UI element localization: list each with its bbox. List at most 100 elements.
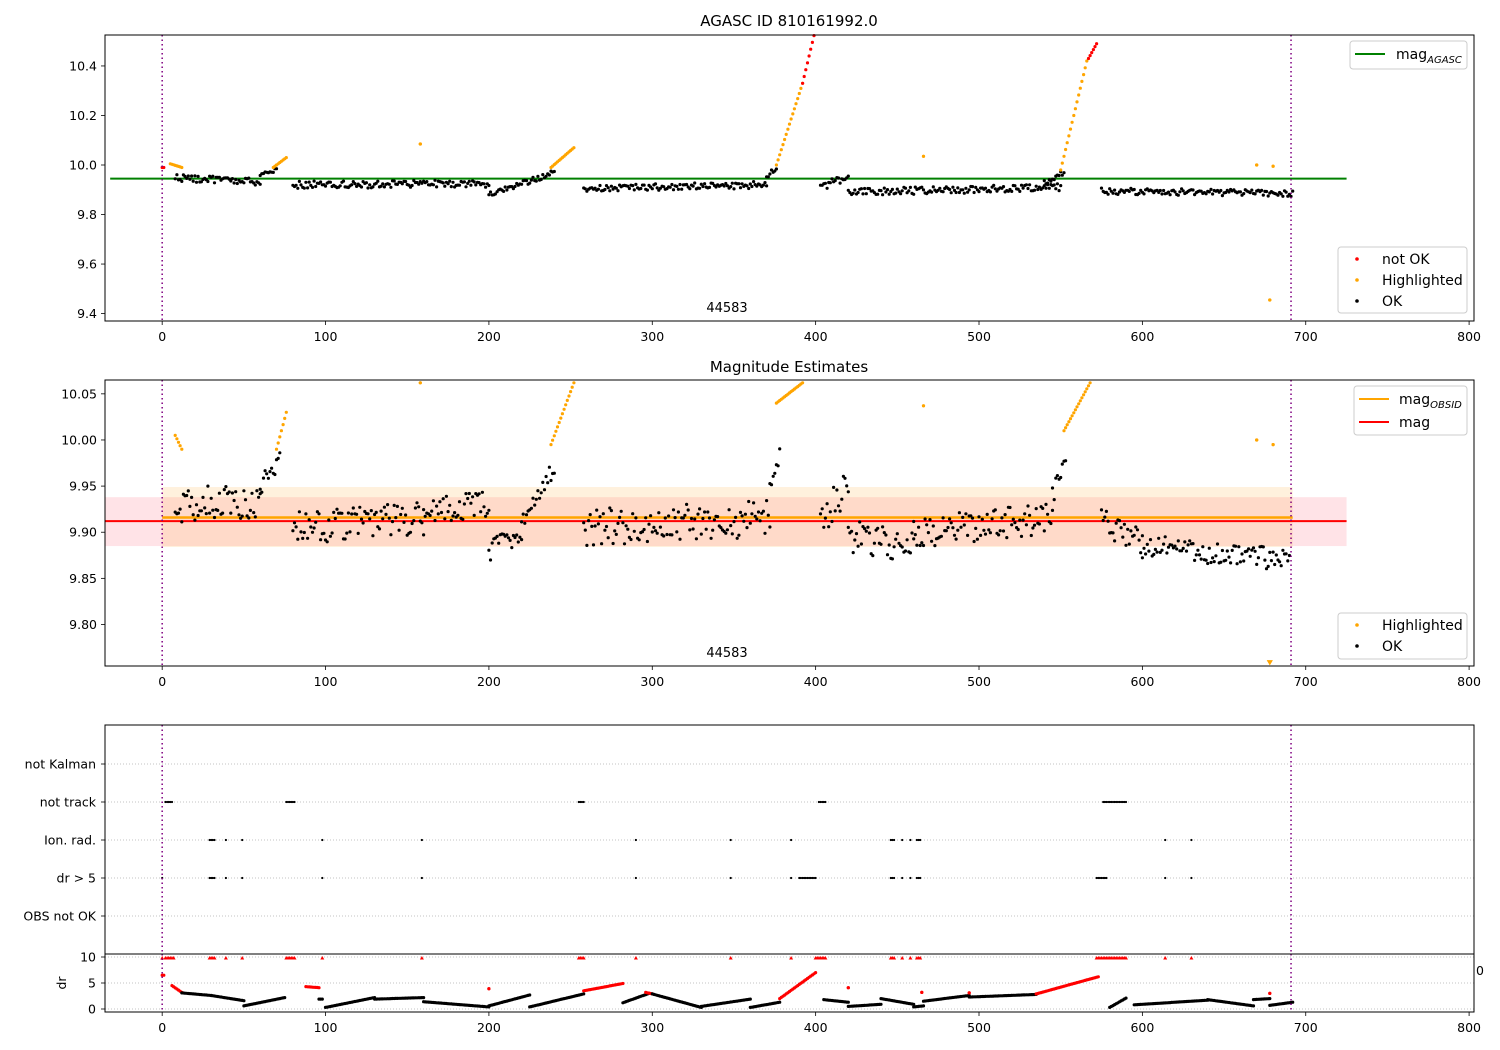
legend-point-label: not OK: [1382, 252, 1430, 268]
ok-point: [502, 189, 506, 193]
ok-point: [655, 186, 659, 190]
ok-point: [626, 184, 630, 188]
flag-point: [812, 876, 816, 880]
ok-point: [694, 537, 699, 541]
highlighted-point: [1068, 417, 1073, 421]
ok-point: [752, 180, 756, 184]
ok-point: [632, 529, 636, 533]
ok-point: [1121, 535, 1125, 539]
x-tick-label: 600: [1130, 674, 1154, 689]
ok-point: [422, 508, 426, 512]
ok-point: [488, 190, 493, 194]
ok-point: [828, 181, 832, 185]
clipped-dr-marker: [823, 956, 828, 960]
ok-point: [539, 177, 543, 182]
ok-point: [1180, 549, 1184, 553]
ok-point: [374, 510, 378, 514]
ok-point: [204, 511, 208, 516]
ok-point: [670, 182, 674, 187]
flag-point: [634, 876, 638, 880]
ok-point: [606, 536, 610, 540]
ok-point: [348, 530, 352, 534]
ok-point: [879, 189, 883, 193]
ok-point: [951, 526, 955, 530]
ok-point: [490, 541, 494, 545]
ok-point: [903, 549, 908, 553]
ok-point: [1139, 551, 1143, 555]
ok-point: [547, 173, 552, 177]
ok-point: [386, 503, 390, 507]
ok-point: [859, 542, 864, 546]
ok-point: [678, 182, 682, 187]
highlighted-point: [1083, 66, 1087, 70]
ok-point: [1160, 192, 1164, 196]
ok-point: [931, 524, 935, 528]
flag-point: [893, 876, 896, 880]
ok-point: [212, 181, 217, 185]
highlighted-point: [180, 447, 184, 451]
ok-point: [663, 516, 667, 520]
ok-point: [689, 516, 694, 521]
ok-point: [1024, 523, 1028, 527]
ok-point: [547, 465, 552, 469]
legend-point-label: Highlighted: [1382, 618, 1463, 634]
ok-point: [706, 510, 710, 514]
flag-point: [211, 876, 214, 880]
ok-point: [683, 513, 687, 517]
ok-point: [1268, 997, 1272, 1001]
ok-point: [972, 539, 976, 544]
ok-point: [404, 179, 408, 184]
ok-point: [1227, 555, 1231, 559]
ok-point: [552, 471, 556, 475]
ok-point: [693, 181, 697, 185]
ok-point: [1201, 545, 1205, 549]
highlighted-point: [178, 444, 182, 448]
flag-point: [729, 876, 732, 880]
highlighted-point: [789, 117, 793, 121]
ok-point: [621, 521, 625, 525]
ok-point: [1233, 544, 1238, 548]
ok-point: [438, 500, 442, 504]
ok-point: [1237, 545, 1241, 549]
flag-point: [286, 800, 290, 804]
ok-point: [368, 183, 372, 187]
ok-point: [882, 531, 886, 535]
ok-point: [297, 510, 301, 514]
highlighted-point: [176, 440, 181, 444]
panel2-annotation: 44583: [706, 646, 747, 661]
ok-point: [474, 183, 478, 187]
ok-point: [701, 184, 705, 189]
ok-point: [912, 1002, 916, 1006]
ok-point: [1193, 558, 1197, 563]
ok-point: [520, 182, 524, 186]
ok-point: [186, 489, 190, 493]
highlighted-point: [1070, 414, 1074, 418]
ok-point: [632, 188, 636, 192]
ok-point: [199, 509, 203, 513]
ok-point: [662, 534, 666, 538]
flag-point: [1111, 800, 1115, 804]
ok-point: [885, 188, 890, 192]
ok-point: [417, 505, 421, 509]
ok-point: [1279, 564, 1283, 568]
ok-point: [908, 185, 913, 189]
flag-point: [915, 838, 919, 842]
ok-point: [740, 514, 744, 518]
ok-point: [270, 466, 274, 470]
ok-point: [376, 179, 380, 183]
ok-point: [531, 496, 535, 500]
ok-point: [1052, 183, 1056, 187]
highlighted-point: [565, 398, 569, 402]
flag-point: [1105, 800, 1108, 804]
ok-point: [912, 519, 916, 524]
ok-point: [977, 515, 981, 519]
ok-point: [618, 515, 622, 520]
y-tick-label: 9.85: [69, 571, 97, 586]
ok-point: [222, 488, 226, 492]
flag-point: [790, 876, 793, 880]
ok-point: [915, 543, 919, 547]
ok-point: [851, 551, 855, 555]
ok-point: [477, 492, 481, 496]
